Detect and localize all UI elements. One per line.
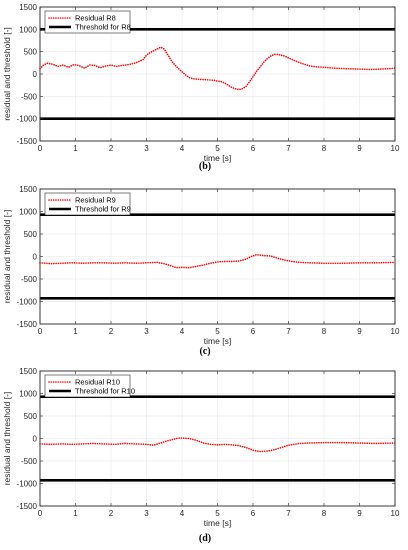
- y-tick-label: -1000: [17, 115, 38, 124]
- panel-caption: (c): [199, 346, 210, 357]
- x-tick-label: 9: [357, 144, 362, 153]
- panel-caption: (d): [199, 533, 211, 544]
- legend-entry: Residual R8: [75, 14, 116, 23]
- y-axis-label: residual and threshold [-]: [2, 210, 12, 304]
- x-tick-label: 10: [391, 509, 400, 518]
- x-tick-label: 0: [38, 144, 43, 153]
- chart-panel-2: 0 1 2 3 4 5 6 7 8 9 10 -1500 -1000 -500 0 500 1000 1500 ti…: [2, 185, 400, 346]
- y-tick-label: 0: [33, 253, 38, 262]
- y-tick-label: 0: [33, 435, 38, 444]
- x-tick-label: 1: [73, 509, 78, 518]
- x-tick-label: 7: [286, 144, 291, 153]
- x-tick-label: 10: [391, 144, 400, 153]
- x-tick-label: 3: [144, 509, 149, 518]
- legend-entry: Threshold for R8: [75, 23, 131, 32]
- x-tick-label: 5: [215, 509, 220, 518]
- y-tick-label: 0: [33, 70, 38, 79]
- y-tick-label: 500: [24, 230, 38, 239]
- y-axis-label: residual and threshold [-]: [2, 27, 12, 121]
- y-tick-label: -1500: [17, 502, 38, 511]
- x-tick-label: 0: [38, 509, 43, 518]
- x-tick-label: 8: [322, 327, 327, 336]
- x-tick-label: 0: [38, 327, 43, 336]
- x-tick-label: 4: [180, 327, 185, 336]
- x-tick-label: 4: [180, 509, 185, 518]
- y-tick-label: -500: [21, 92, 38, 101]
- legend-entry: Residual R9: [75, 196, 116, 205]
- series-residual-r9: [39, 253, 396, 269]
- chart-panel-3: 0 1 2 3 4 5 6 7 8 9 10 -1500 -1000 -500 0 500 1000 1500 ti…: [2, 367, 400, 528]
- x-tick-label: 4: [180, 144, 185, 153]
- y-tick-label: -500: [21, 457, 38, 466]
- x-tick-label: 3: [144, 144, 149, 153]
- y-tick-label: 1000: [19, 25, 37, 34]
- y-tick-label: 1000: [19, 390, 37, 399]
- x-tick-label: 3: [144, 327, 149, 336]
- x-tick-label: 9: [357, 327, 362, 336]
- x-tick-label: 5: [215, 327, 220, 336]
- legend-entry: Residual R10: [75, 378, 120, 387]
- x-axis-label: time [s]: [204, 518, 231, 528]
- panel-caption: (b): [199, 161, 211, 172]
- x-tick-label: 8: [322, 144, 327, 153]
- x-tick-label: 10: [391, 327, 400, 336]
- x-tick-label: 2: [109, 144, 114, 153]
- x-tick-label: 2: [109, 509, 114, 518]
- x-tick-label: 5: [215, 144, 220, 153]
- chart-panel-1: 0 1 2 3 4 5 6 7 8 9 10 -1500 -1000 -500 0 500 1000 1500 ti…: [2, 3, 400, 163]
- x-tick-label: 7: [286, 327, 291, 336]
- y-tick-label: 1000: [19, 208, 37, 217]
- y-tick-label: 1500: [19, 3, 37, 12]
- y-tick-label: -1000: [17, 480, 38, 489]
- x-tick-label: 6: [251, 509, 256, 518]
- x-axis-label: time [s]: [204, 153, 231, 163]
- y-tick-label: -1500: [17, 137, 38, 146]
- y-tick-label: 1500: [19, 185, 37, 194]
- y-axis-label: residual and threshold [-]: [2, 392, 12, 486]
- x-tick-label: 7: [286, 509, 291, 518]
- legend-entry: Threshold for R9: [75, 205, 131, 214]
- legend-entry: Threshold for R10: [75, 387, 135, 396]
- y-tick-label: 1500: [19, 367, 37, 376]
- x-tick-label: 6: [251, 144, 256, 153]
- x-tick-label: 1: [73, 327, 78, 336]
- x-tick-label: 9: [357, 509, 362, 518]
- y-tick-label: 500: [24, 412, 38, 421]
- y-tick-label: -1500: [17, 320, 38, 329]
- x-axis-label: time [s]: [204, 336, 231, 346]
- x-tick-label: 8: [322, 509, 327, 518]
- y-tick-label: -1000: [17, 298, 38, 307]
- y-tick-label: -500: [21, 275, 38, 284]
- series-residual-r10: [39, 437, 396, 453]
- x-tick-label: 6: [251, 327, 256, 336]
- y-tick-label: 500: [24, 48, 38, 57]
- x-tick-label: 1: [73, 144, 78, 153]
- x-tick-label: 2: [109, 327, 114, 336]
- series-residual-r8: [39, 46, 396, 91]
